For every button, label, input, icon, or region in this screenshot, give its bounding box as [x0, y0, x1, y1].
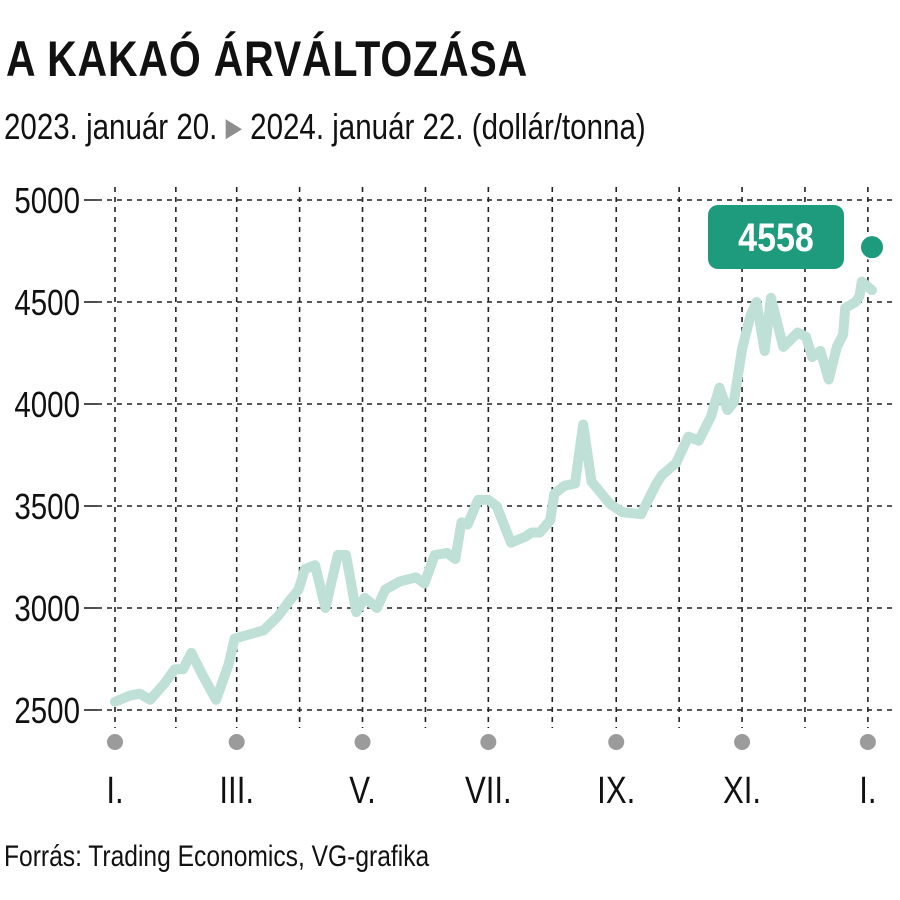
last-value-label: 4558: [738, 214, 814, 259]
y-tick-label: 4000: [14, 384, 80, 424]
month-dot: [734, 734, 751, 750]
y-axis-tick-labels: 2500 3000 3500 4000 4500 5000: [14, 180, 80, 730]
last-value-box: [708, 205, 844, 269]
subtitle-start-date: 2023. január 20.: [4, 106, 218, 147]
y-tick-label: 5000: [14, 180, 80, 220]
x-tick-label: VII.: [465, 770, 512, 812]
x-tick-label: XI.: [723, 770, 761, 812]
month-dot: [107, 734, 123, 750]
chart-subtitle: 2023. január 20. ▶ 2024. január 22. (dollá…: [4, 106, 646, 148]
series: [110, 276, 877, 707]
month-dot: [859, 734, 876, 750]
x-tick-label: I.: [106, 770, 123, 812]
x-tick-label: IX.: [597, 770, 635, 812]
month-dot: [608, 734, 625, 750]
x-tick-label: III.: [219, 770, 254, 812]
last-value-callout: 4558: [708, 205, 885, 269]
x-axis: I. III. V. VII. IX. XI. I.: [106, 734, 877, 812]
grid: [84, 187, 893, 728]
source-note: Forrás: Trading Economics, VG-grafika: [4, 840, 430, 873]
month-dot: [480, 734, 497, 750]
x-tick-label: I.: [859, 770, 876, 812]
play-arrow-icon: ▶: [225, 112, 242, 142]
x-tick-label: V.: [349, 770, 376, 812]
y-tick-label: 3500: [14, 486, 80, 526]
month-dot: [228, 734, 245, 750]
month-dot: [354, 734, 371, 750]
subtitle-end-date: 2024. január 22. (dollár/tonna): [250, 106, 646, 147]
y-tick-label: 3000: [14, 588, 80, 628]
y-tick-label: 4500: [14, 282, 80, 322]
last-value-marker: [859, 234, 885, 261]
chart-title: A KAKAÓ ÁRVÁLTOZÁSA: [6, 31, 529, 87]
y-tick-label: 2500: [14, 690, 80, 730]
price-line: [110, 276, 877, 707]
